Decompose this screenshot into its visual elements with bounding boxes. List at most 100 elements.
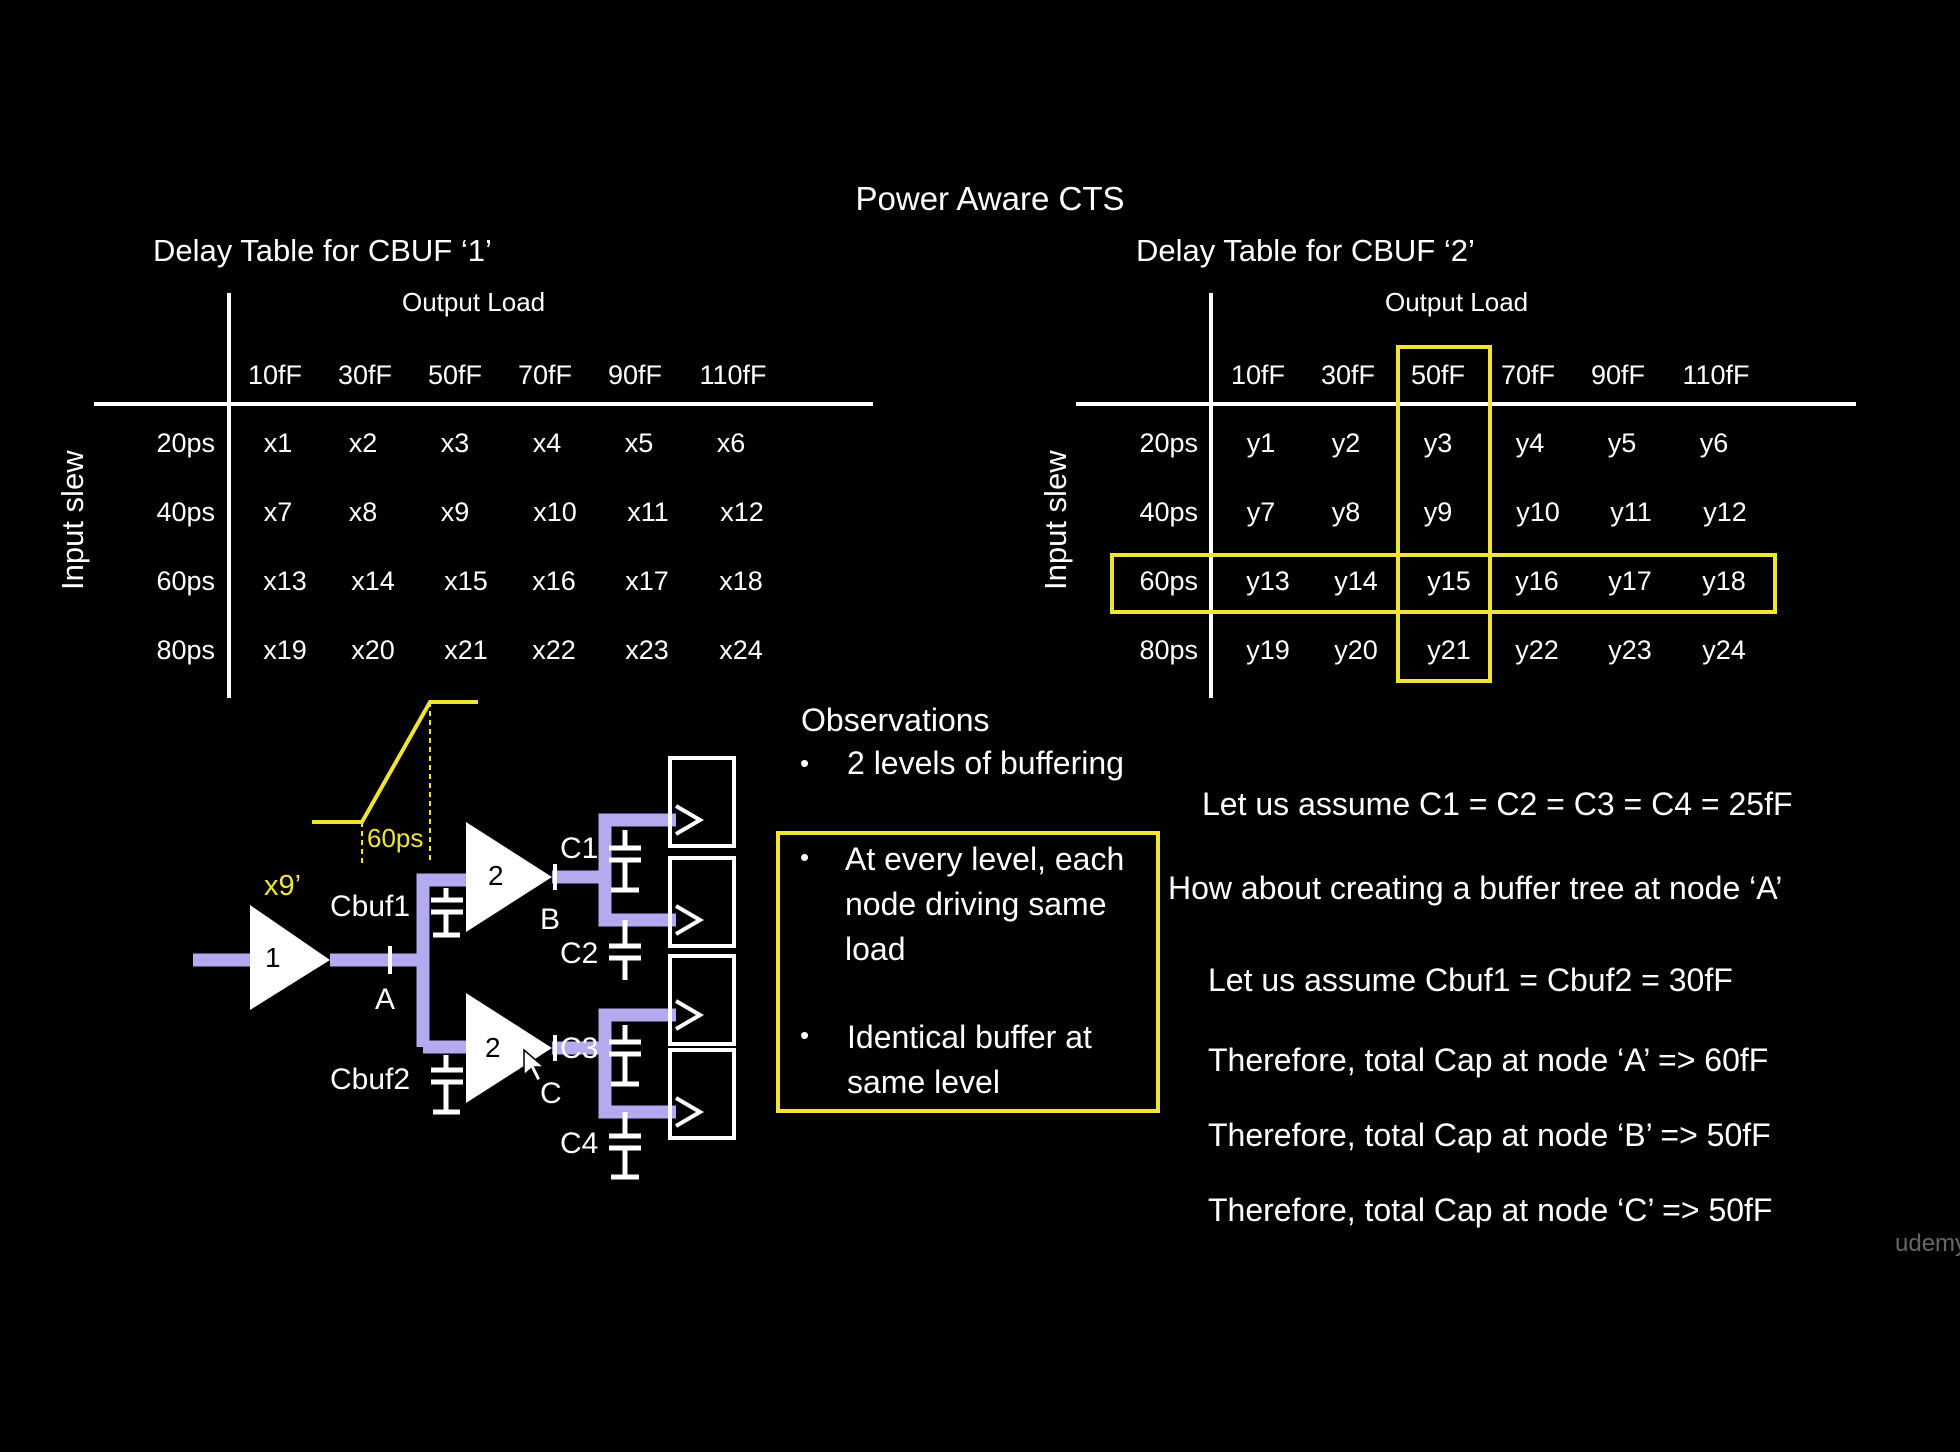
table2-cell: y4 — [1515, 428, 1545, 458]
table2-cell: y6 — [1699, 428, 1729, 458]
bullet-icon: • — [800, 842, 810, 872]
table1-cell: x11 — [627, 497, 669, 527]
observations-heading: Observations — [801, 702, 990, 738]
table2-cell: y13 — [1246, 566, 1290, 596]
table1-row-label: 40ps — [156, 497, 215, 527]
bullet-icon: • — [800, 1020, 810, 1050]
table1-row-label: 20ps — [156, 428, 215, 458]
table1-cell: x16 — [532, 566, 576, 596]
table1-cell: x9 — [440, 497, 470, 527]
c4-label: C4 — [560, 1127, 599, 1160]
table1-cell: x1 — [263, 428, 293, 458]
buffer-1-label: 1 — [265, 942, 281, 973]
table1-col-header: 110fF — [699, 360, 767, 390]
table2-row-label: 80ps — [1139, 635, 1198, 665]
fanout-wire — [416, 873, 466, 1047]
table1-cell: x4 — [532, 428, 562, 458]
watermark: udemy — [1895, 1230, 1960, 1257]
table2-col-header: 10fF — [1230, 360, 1286, 390]
flip-flop-1-clock-icon — [674, 804, 704, 836]
flip-flop-2-icon — [668, 856, 736, 948]
table1-cell: x10 — [533, 497, 577, 527]
node-b-branch — [598, 813, 676, 927]
table2-cell: y20 — [1334, 635, 1378, 665]
table1-row-label: 60ps — [156, 566, 215, 596]
table2-cell: y21 — [1427, 635, 1471, 665]
table2-col-header: 30fF — [1320, 360, 1376, 390]
buffer-2-top-icon — [466, 822, 552, 932]
note-line: Therefore, total Cap at node ‘C’ => 50fF — [1208, 1192, 1773, 1228]
note-line: Let us assume Cbuf1 = Cbuf2 = 30fF — [1208, 962, 1733, 998]
highlight-row-60ps — [1110, 553, 1777, 614]
bullet-icon: • — [800, 748, 810, 778]
observations-box — [776, 831, 1160, 1113]
c1-label: C1 — [560, 832, 599, 865]
node-b-label: B — [540, 903, 561, 936]
table1-cell: x2 — [348, 428, 378, 458]
c3-capacitor-icon — [609, 1025, 641, 1087]
table1-cell: x24 — [719, 635, 763, 665]
table1-cell: x15 — [444, 566, 488, 596]
slew-label: 60ps — [367, 823, 424, 853]
slew-waveform — [312, 700, 478, 824]
table1-cell: x22 — [532, 635, 576, 665]
note-line: Therefore, total Cap at node ‘B’ => 50fF — [1208, 1117, 1771, 1153]
observation-item: 2 levels of buffering — [847, 745, 1124, 781]
table1-col-header: 70fF — [517, 360, 573, 390]
table1-row-label: 80ps — [156, 635, 215, 665]
cbuf2-capacitor-icon — [431, 1055, 463, 1115]
table1-cell: x5 — [624, 428, 654, 458]
table1-col-header: 50fF — [427, 360, 483, 390]
table1-output-load-label: Output Load — [402, 287, 546, 317]
c2-capacitor-icon — [609, 920, 641, 980]
table2-row-label: 40ps — [1139, 497, 1198, 527]
page-title: Power Aware CTS — [855, 180, 1125, 217]
table2-cell: y3 — [1423, 428, 1453, 458]
table2-cell: y11 — [1610, 497, 1652, 527]
highlight-column-50ff — [1396, 345, 1492, 683]
table1-cell: x12 — [720, 497, 764, 527]
table2-cell: y8 — [1331, 497, 1361, 527]
table2-cell: y5 — [1607, 428, 1637, 458]
buffer-2-bottom-label: 2 — [485, 1032, 501, 1063]
table2-cell: y12 — [1703, 497, 1747, 527]
flip-flop-4-clock-icon — [674, 1096, 704, 1128]
table1-col-header: 10fF — [247, 360, 303, 390]
table2-cell: y24 — [1702, 635, 1746, 665]
node-c-branch — [598, 1008, 676, 1119]
node-c-label: C — [540, 1077, 562, 1110]
table2-cell: y17 — [1608, 566, 1652, 596]
table2-cell: y1 — [1246, 428, 1276, 458]
delay-label: x9’ — [264, 870, 302, 902]
table1-cell: x3 — [440, 428, 470, 458]
table2-cell: y14 — [1334, 566, 1378, 596]
c2-label: C2 — [560, 937, 599, 970]
table1-caption: Delay Table for CBUF ‘1’ — [153, 233, 492, 268]
table2-row-label: 60ps — [1139, 566, 1198, 596]
cbuf2-label: Cbuf2 — [330, 1063, 411, 1096]
c4-capacitor-icon — [609, 1112, 641, 1180]
table2-cell: y23 — [1608, 635, 1652, 665]
table2-cell: y16 — [1515, 566, 1559, 596]
table1-cell: x7 — [263, 497, 293, 527]
table2-cell: y19 — [1246, 635, 1290, 665]
flip-flop-2-clock-icon — [674, 904, 704, 936]
table2-output-load-label: Output Load — [1385, 287, 1529, 317]
c1-capacitor-icon — [609, 830, 641, 893]
table1-cell: x14 — [351, 566, 395, 596]
table1-cell: x18 — [719, 566, 763, 596]
table2-cell: y2 — [1331, 428, 1361, 458]
flip-flop-3-clock-icon — [674, 999, 704, 1031]
table2-col-header: 110fF — [1682, 360, 1750, 390]
table2-cell: y9 — [1423, 497, 1453, 527]
note-line: How about creating a buffer tree at node… — [1168, 870, 1783, 906]
note-line: Let us assume C1 = C2 = C3 = C4 = 25fF — [1202, 786, 1793, 822]
cbuf1-label: Cbuf1 — [330, 890, 411, 923]
table2-cell: y10 — [1516, 497, 1560, 527]
table2-cell: y15 — [1427, 566, 1471, 596]
flip-flop-1-icon — [668, 756, 736, 848]
buffer-2-bottom-icon — [466, 993, 552, 1103]
table1-cell: x13 — [263, 566, 307, 596]
table1-col-header: 30fF — [337, 360, 393, 390]
